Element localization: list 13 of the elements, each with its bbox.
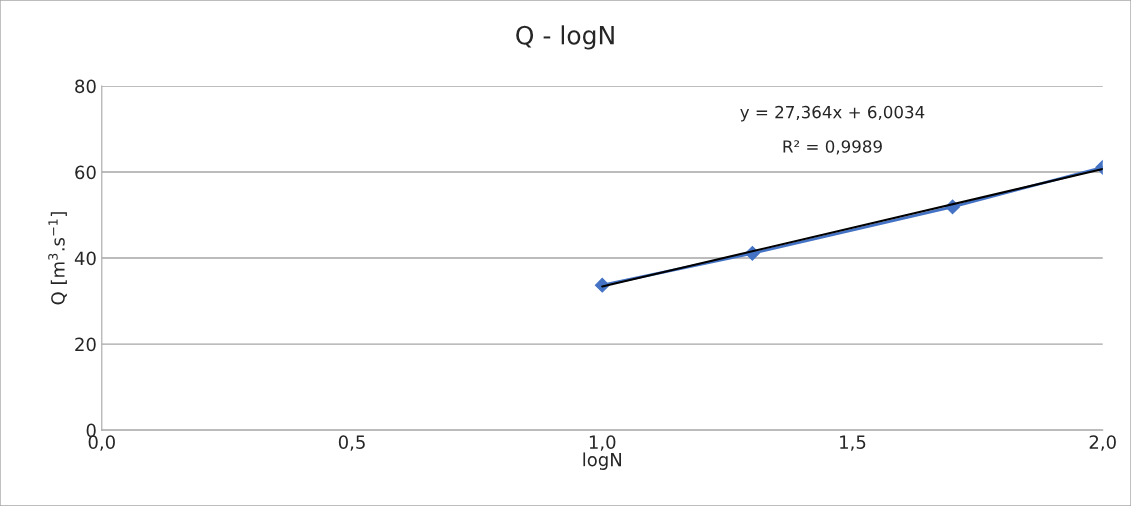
y-tick-label: 40 bbox=[74, 251, 96, 266]
y-tick-label: 80 bbox=[75, 79, 96, 94]
x-tick-label: 0,5 bbox=[338, 435, 365, 451]
annotation: R² = 0,9989 bbox=[783, 140, 882, 155]
x-axis-title: logN bbox=[583, 452, 621, 470]
annotation: y = 27,364x + 6,0034 bbox=[740, 105, 925, 122]
x-tick-label: 1,0 bbox=[589, 435, 616, 451]
x-tick-label: 1,5 bbox=[840, 435, 866, 451]
chart-title: Q - logN bbox=[516, 25, 614, 50]
y-tick-label: 20 bbox=[75, 337, 96, 352]
y-axis-title: Q [m$^{3}$.s$^{−1}$] bbox=[48, 212, 67, 305]
x-tick-label: 2,0 bbox=[1089, 435, 1116, 451]
y-tick-label: 60 bbox=[75, 165, 96, 180]
